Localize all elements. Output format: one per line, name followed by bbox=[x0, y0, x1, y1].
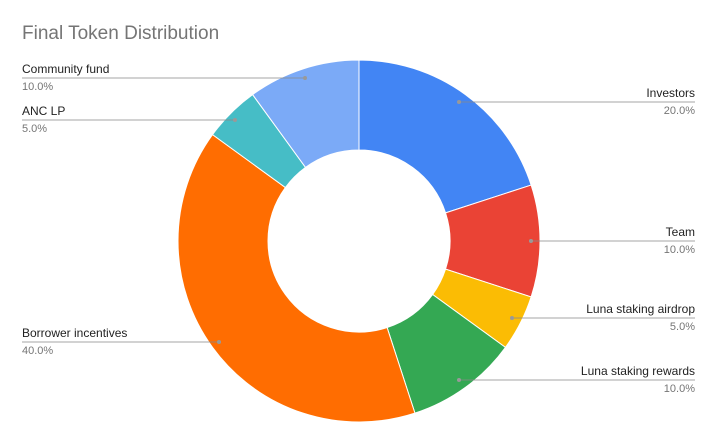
chart-title: Final Token Distribution bbox=[22, 23, 219, 44]
slice-value-label: 20.0% bbox=[664, 105, 695, 117]
slice-label: ANC LP bbox=[22, 104, 65, 118]
slice-value-label: 10.0% bbox=[664, 244, 695, 256]
slice-label: Luna staking airdrop bbox=[586, 302, 695, 316]
slice-value-label: 40.0% bbox=[22, 345, 53, 357]
slice-label: Luna staking rewards bbox=[581, 364, 695, 378]
leader-dot bbox=[233, 118, 237, 122]
slice-label: Team bbox=[666, 225, 695, 239]
leader-dot bbox=[303, 76, 307, 80]
slice-label: Investors bbox=[646, 86, 695, 100]
slice-label: Borrower incentives bbox=[22, 326, 127, 340]
slice bbox=[177, 133, 416, 423]
slice bbox=[358, 59, 532, 214]
leader-dot bbox=[457, 378, 461, 382]
slice-value-label: 5.0% bbox=[670, 321, 695, 333]
slice-label: Community fund bbox=[22, 62, 109, 76]
slice-value-label: 10.0% bbox=[664, 383, 695, 395]
slice-value-label: 10.0% bbox=[22, 81, 53, 93]
leader-dot bbox=[529, 239, 533, 243]
slice-value-label: 5.0% bbox=[22, 123, 47, 135]
leader-dot bbox=[457, 100, 461, 104]
leader-dot bbox=[510, 316, 514, 320]
leader-dot bbox=[217, 340, 221, 344]
